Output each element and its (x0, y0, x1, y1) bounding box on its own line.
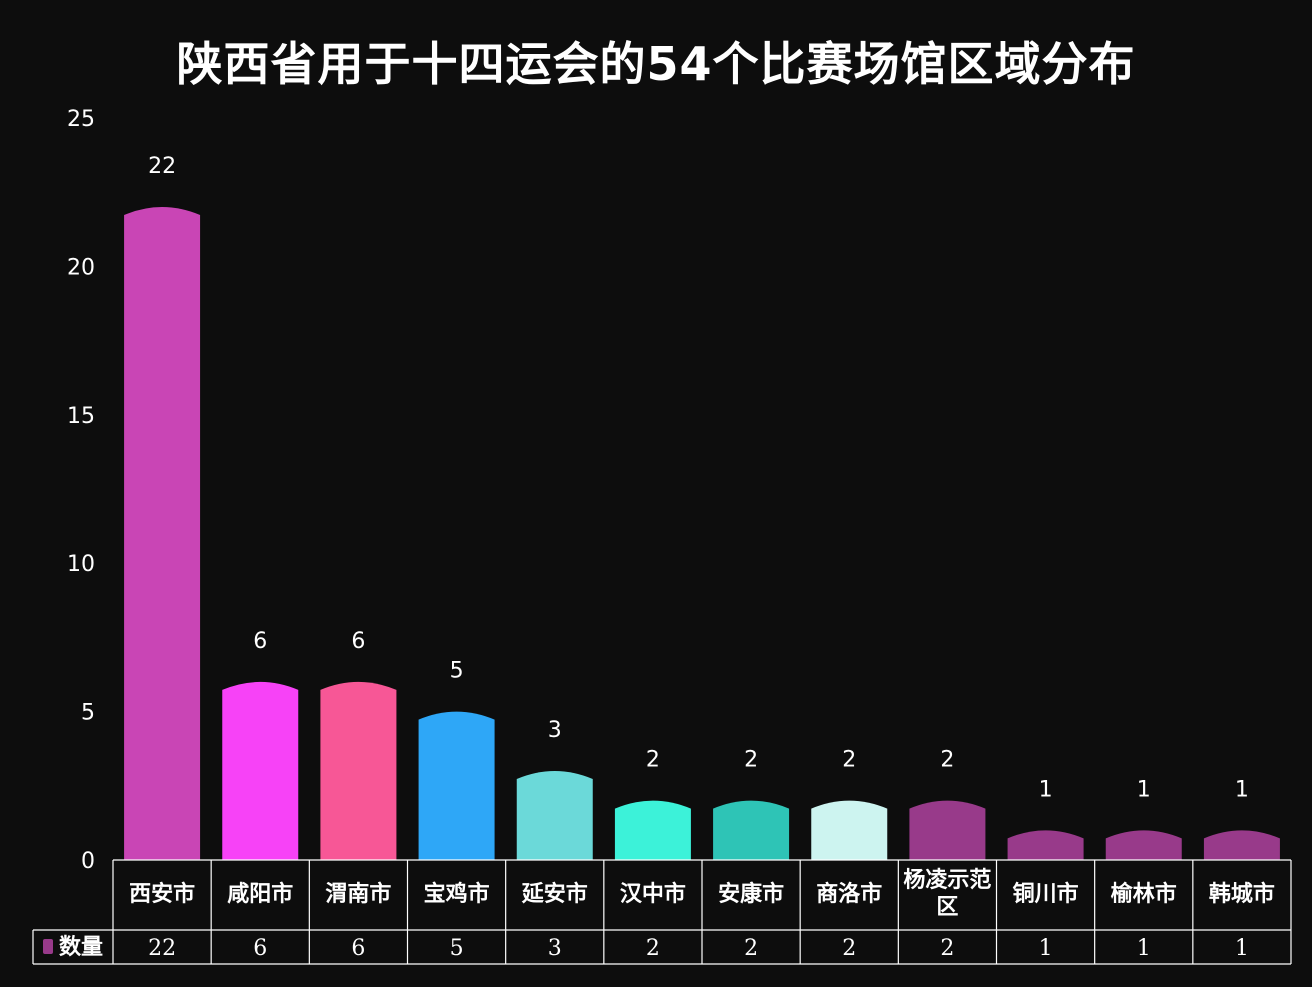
bars (124, 207, 1280, 861)
x-tick-label: 渭南市 (325, 881, 391, 907)
data-label: 6 (351, 629, 365, 654)
data-label: 1 (1137, 777, 1151, 802)
bar (1203, 830, 1280, 860)
x-tick-label: 商洛市 (816, 881, 882, 907)
bar (909, 800, 986, 860)
chart-title: 陕西省用于十四运会的54个比赛场馆区域分布 (176, 37, 1136, 91)
table-value-cell: 3 (548, 936, 562, 961)
bar (811, 800, 888, 860)
x-tick-label: 西安市 (129, 881, 195, 907)
y-axis: 0 5 10 15 20 25 (67, 107, 95, 874)
table-value-cell: 2 (646, 936, 660, 961)
table-value-cell: 5 (450, 936, 464, 961)
x-tick-label: 咸阳市 (227, 881, 293, 907)
table-value-cell: 6 (253, 936, 267, 961)
y-tick-label: 5 (81, 701, 95, 726)
x-tick-label: 延安市 (521, 881, 588, 907)
x-tick-label: 汉中市 (620, 881, 686, 907)
bar (614, 800, 691, 860)
y-tick-label: 15 (67, 404, 95, 429)
x-tick-label: 韩城市 (1209, 881, 1275, 907)
bar (713, 800, 790, 860)
y-tick-label: 10 (67, 552, 95, 577)
table-value-cell: 2 (940, 936, 954, 961)
data-label: 6 (253, 629, 267, 654)
y-tick-label: 20 (67, 255, 95, 280)
bar (124, 207, 201, 861)
table-value-cell: 2 (842, 936, 856, 961)
x-tick-label: 杨凌示范区 (903, 867, 991, 920)
y-tick-label: 25 (67, 107, 95, 132)
data-label: 2 (940, 748, 954, 773)
y-tick-label: 0 (81, 849, 95, 874)
data-label: 1 (1235, 777, 1249, 802)
table-value-cell: 1 (1235, 936, 1249, 961)
x-tick-label: 铜川市 (1013, 881, 1079, 907)
legend-swatch (43, 939, 53, 954)
bar (1007, 830, 1084, 860)
bar (320, 681, 397, 860)
bar (1105, 830, 1182, 860)
x-tick-label: 宝鸡市 (424, 881, 490, 907)
data-label: 2 (744, 748, 758, 773)
data-label: 2 (646, 748, 660, 773)
table-value-cell: 22 (148, 936, 176, 961)
data-label: 5 (450, 659, 464, 684)
data-label: 2 (842, 748, 856, 773)
table-value-cell: 2 (744, 936, 758, 961)
data-label: 22 (148, 154, 176, 179)
x-tick-label: 安康市 (718, 881, 784, 907)
legend-label: 数量 (59, 934, 103, 960)
bar (516, 770, 593, 860)
bar (222, 681, 299, 860)
table-value-cell: 1 (1137, 936, 1151, 961)
x-tick-label: 榆林市 (1111, 881, 1177, 907)
data-label: 1 (1039, 777, 1053, 802)
bar (418, 711, 495, 860)
data-label: 3 (548, 718, 562, 743)
table-value-cell: 1 (1039, 936, 1053, 961)
table-value-cell: 6 (351, 936, 365, 961)
